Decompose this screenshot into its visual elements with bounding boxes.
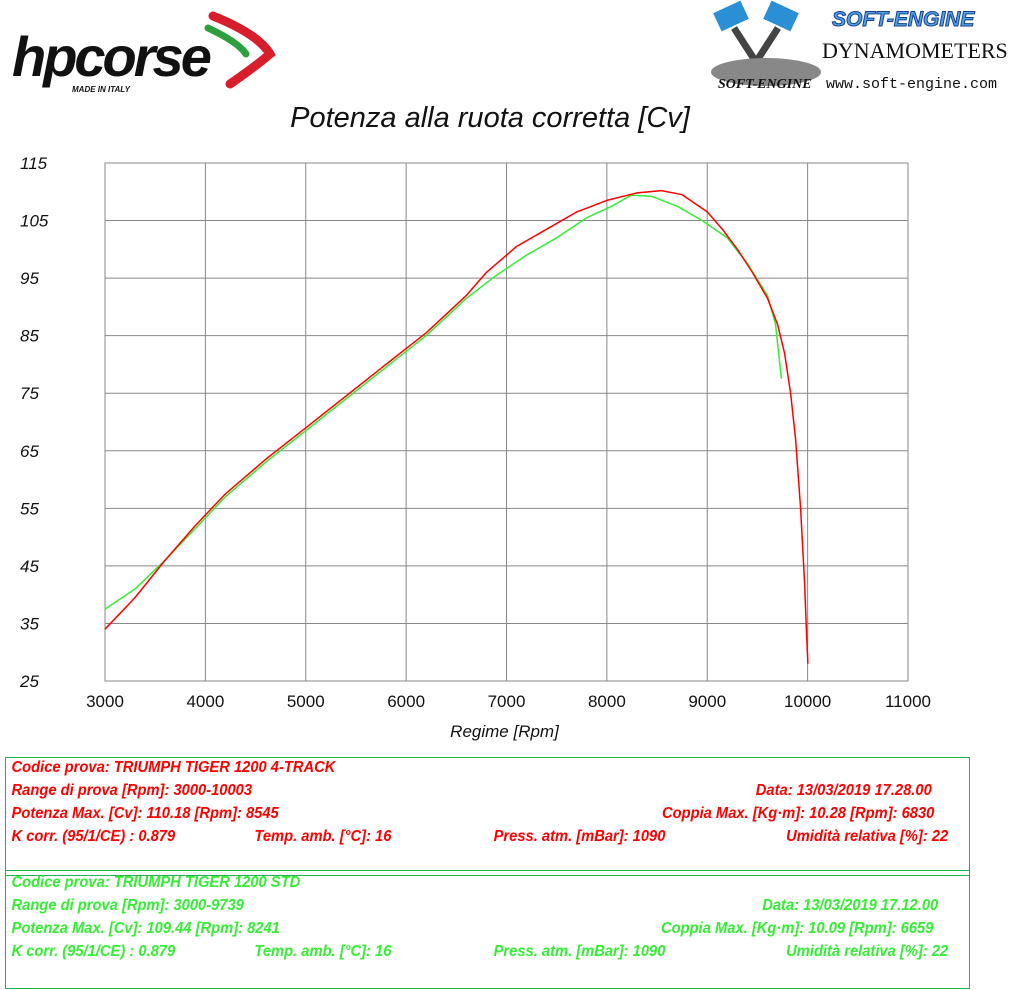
- atm-pressure: Press. atm. [mBar]: 1090: [493, 828, 666, 845]
- series-line: [104, 189, 809, 664]
- x-tick-label: 11000: [885, 692, 931, 711]
- y-tick-label: 65: [20, 442, 39, 461]
- x-tick-label: 7000: [488, 692, 526, 711]
- max-power: Potenza Max. [Cv]: 110.18 [Rpm]: 8545: [11, 805, 279, 822]
- soft-engine-mini: SOFT-ENGINE: [718, 77, 812, 92]
- x-axis-label: Regime [Rpm]: [450, 722, 560, 741]
- hpcorse-logo: hpcorse MADE IN ITALY: [12, 11, 276, 94]
- test-range: Range di prova [Rpm]: 3000-9739: [11, 897, 244, 914]
- plot-area: [104, 162, 909, 682]
- test-code: Codice prova: TRIUMPH TIGER 1200 4-TRACK: [11, 759, 336, 776]
- y-tick-label: 75: [20, 384, 39, 403]
- atm-pressure: Press. atm. [mBar]: 1090: [493, 943, 666, 960]
- hpcorse-tagline: MADE IN ITALY: [72, 85, 131, 94]
- max-power: Potenza Max. [Cv]: 109.44 [Rpm]: 8241: [11, 920, 280, 937]
- run-info-box: Codice prova: TRIUMPH TIGER 1200 STD Ran…: [5, 870, 970, 989]
- y-tick-label: 55: [20, 499, 39, 518]
- test-range: Range di prova [Rpm]: 3000-10003: [11, 782, 253, 799]
- x-tick-label: 3000: [86, 692, 124, 711]
- x-tick-label: 6000: [387, 692, 425, 711]
- test-date: Data: 13/03/2019 17.28.00: [755, 782, 932, 799]
- ambient-temp: Temp. amb. [°C]: 16: [254, 943, 392, 960]
- x-tick-label: 10000: [784, 692, 831, 711]
- x-tick-label: 4000: [186, 692, 224, 711]
- humidity: Umidità relativa [%]: 22: [786, 943, 949, 960]
- soft-engine-brand: SOFT-ENGINE: [832, 8, 975, 31]
- test-date: Data: 13/03/2019 17.12.00: [762, 897, 939, 914]
- x-tick-label: 5000: [287, 692, 325, 711]
- max-torque: Coppia Max. [Kg·m]: 10.09 [Rpm]: 6659: [661, 920, 934, 937]
- ambient-temp: Temp. amb. [°C]: 16: [254, 828, 392, 845]
- k-corr: K corr. (95/1/CE) : 0.879: [11, 828, 176, 845]
- y-tick-label: 115: [20, 154, 48, 173]
- dynamometers-label: DYNAMOMETERS: [822, 38, 1008, 63]
- humidity: Umidità relativa [%]: 22: [786, 828, 949, 845]
- pistons-icon: [711, 0, 821, 86]
- max-torque: Coppia Max. [Kg·m]: 10.28 [Rpm]: 6830: [661, 805, 935, 822]
- y-tick-label: 95: [20, 269, 39, 288]
- y-tick-label: 25: [19, 672, 39, 691]
- series-line: [104, 194, 783, 610]
- k-corr: K corr. (95/1/CE) : 0.879: [11, 943, 176, 960]
- test-code: Codice prova: TRIUMPH TIGER 1200 STD: [11, 874, 301, 891]
- x-tick-label: 9000: [688, 692, 726, 711]
- y-tick-label: 105: [20, 212, 49, 231]
- y-tick-label: 35: [20, 614, 39, 633]
- hpcorse-wordmark: hpcorse: [12, 25, 211, 88]
- run-info-box: Codice prova: TRIUMPH TIGER 1200 4-TRACK…: [5, 757, 970, 876]
- chart-title: Potenza alla ruota corretta [Cv]: [290, 102, 690, 134]
- y-tick-label: 85: [20, 327, 39, 346]
- soft-engine-url: www.soft-engine.com: [826, 76, 997, 93]
- x-tick-label: 8000: [588, 692, 626, 711]
- y-tick-label: 45: [20, 557, 39, 576]
- soft-engine-logo: SOFT-ENGINE SOFT-ENGINE DYNAMOMETERS www…: [706, 0, 1024, 98]
